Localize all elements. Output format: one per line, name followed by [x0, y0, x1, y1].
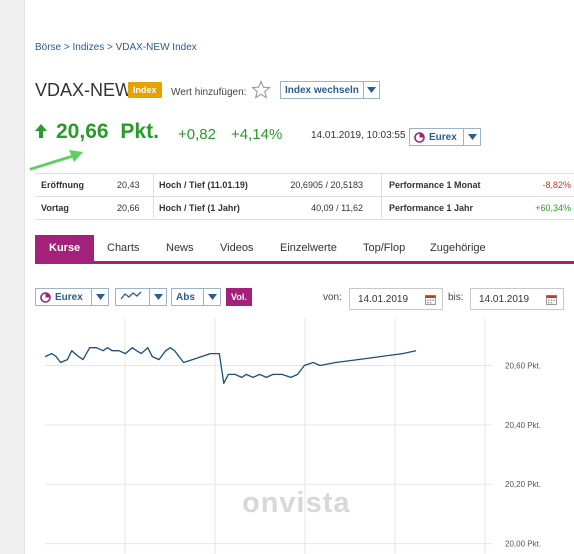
quote-row: 20,66 Pkt. +0,82 +4,14% 14.01.2019, 10:0…	[35, 120, 574, 146]
breadcrumb-separator: >	[63, 42, 70, 53]
chevron-down-icon	[149, 289, 166, 305]
calendar-icon[interactable]	[546, 294, 557, 305]
green-annotation-arrow-icon	[29, 150, 83, 171]
tab-zugehoerige[interactable]: Zugehörige	[430, 242, 486, 254]
breadcrumb-separator: >	[107, 42, 113, 53]
change-percent: +4,14%	[231, 126, 283, 143]
exchange-select[interactable]: Eurex	[409, 128, 481, 146]
stat-label: Hoch / Tief (11.01.19)	[159, 180, 248, 190]
chart-mode-label: Abs	[176, 291, 195, 303]
y-tick-label: 20,00 Pkt.	[505, 540, 541, 549]
y-tick-label: 20,20 Pkt.	[505, 480, 541, 489]
breadcrumb-item-boerse[interactable]: Börse	[35, 42, 62, 53]
volume-toggle-button[interactable]: Vol.	[226, 288, 252, 306]
last-price: 20,66 Pkt.	[56, 120, 159, 144]
tab-top-flop[interactable]: Top/Flop	[363, 242, 406, 254]
watermark-logo: onvista	[242, 487, 351, 519]
y-tick-label: 20,40 Pkt.	[505, 421, 541, 430]
exchange-select-label: Eurex	[410, 132, 463, 143]
chart-exchange-name: Eurex	[55, 291, 83, 303]
quote-page: Börse > Indizes > VDAX-NEW Index VDAX-NE…	[24, 0, 574, 554]
price-chart: onvista 20,60 Pkt. 20,40 Pkt. 20,20 Pkt. 20…	[35, 318, 565, 554]
chart-exchange-select[interactable]: Eurex	[35, 288, 109, 306]
stat-label: Hoch / Tief (1 Jahr)	[159, 203, 240, 213]
star-icon[interactable]	[251, 80, 271, 100]
exchange-name: Eurex	[429, 131, 457, 143]
pie-icon	[40, 291, 51, 303]
stat-value: 20,43	[117, 180, 140, 190]
tab-news[interactable]: News	[166, 242, 194, 254]
stat-value: 20,6905 / 20,5183	[290, 180, 363, 190]
chevron-down-icon	[362, 82, 379, 98]
tab-videos[interactable]: Videos	[220, 242, 254, 254]
breadcrumb-item-indizes[interactable]: Indizes	[72, 42, 105, 53]
chart-exchange-label: Eurex	[36, 292, 91, 303]
stat-label: Vortag	[41, 203, 69, 213]
table-row: Vortag 20,66 Hoch / Tief (1 Jahr) 40,09 …	[35, 197, 574, 220]
tab-kurse[interactable]: Kurse	[35, 235, 95, 261]
from-date-value: 14.01.2019	[358, 293, 409, 305]
to-date-input[interactable]: 14.01.2019	[470, 288, 564, 310]
breadcrumb: Börse > Indizes > VDAX-NEW Index	[35, 42, 197, 53]
to-label: bis:	[448, 292, 464, 303]
stat-label: Eröffnung	[41, 180, 84, 190]
tab-einzelwerte[interactable]: Einzelwerte	[280, 242, 337, 254]
tab-bar: Kurse Charts News Videos Einzelwerte Top…	[35, 235, 574, 264]
arrow-up-icon	[35, 124, 47, 138]
stat-label: Performance 1 Monat	[389, 180, 481, 190]
stat-value: 40,09 / 11,62	[311, 203, 363, 213]
stat-value: -8,82%	[542, 180, 571, 190]
chart-mode-select[interactable]: Abs	[171, 288, 221, 306]
line-chart-icon	[116, 291, 149, 304]
stat-label: Performance 1 Jahr	[389, 203, 474, 213]
breadcrumb-item-current[interactable]: VDAX-NEW Index	[115, 42, 197, 53]
tab-charts[interactable]: Charts	[107, 242, 140, 254]
last-price-value: 20,66	[56, 120, 109, 143]
index-switch-label: Index wechseln	[285, 84, 359, 96]
table-row: Eröffnung 20,43 Hoch / Tief (11.01.19) 2…	[35, 174, 574, 197]
page-title: VDAX-NEW	[35, 80, 133, 100]
to-date-value: 14.01.2019	[479, 293, 530, 305]
chart-type-select[interactable]	[115, 288, 167, 306]
chevron-down-icon	[463, 129, 480, 145]
key-figures-table: Eröffnung 20,43 Hoch / Tief (11.01.19) 2…	[35, 173, 574, 220]
index-switch-select[interactable]: Index wechseln	[280, 81, 380, 99]
calendar-icon[interactable]	[425, 294, 436, 305]
price-chart-svg: 20,60 Pkt. 20,40 Pkt. 20,20 Pkt. 20,00 Pkt.	[44, 318, 541, 554]
quote-timestamp: 14.01.2019, 10:03:55	[311, 130, 406, 141]
price-unit: Pkt.	[120, 120, 159, 143]
watchlist-label: Wert hinzufügen:	[171, 87, 247, 98]
index-badge: Index	[128, 82, 162, 98]
chevron-down-icon	[203, 289, 220, 305]
price-series-line	[44, 347, 417, 384]
pie-icon	[414, 131, 425, 143]
stat-value: +60,34%	[535, 203, 571, 213]
chart-toolbar: Eurex Abs Vol. von: 14.01.2019 bis: 1	[35, 288, 574, 310]
y-tick-label: 20,60 Pkt.	[505, 361, 541, 370]
from-label: von:	[323, 292, 342, 303]
change-absolute: +0,82	[178, 126, 216, 143]
chevron-down-icon	[91, 289, 108, 305]
stat-value: 20,66	[117, 203, 140, 213]
from-date-input[interactable]: 14.01.2019	[349, 288, 443, 310]
